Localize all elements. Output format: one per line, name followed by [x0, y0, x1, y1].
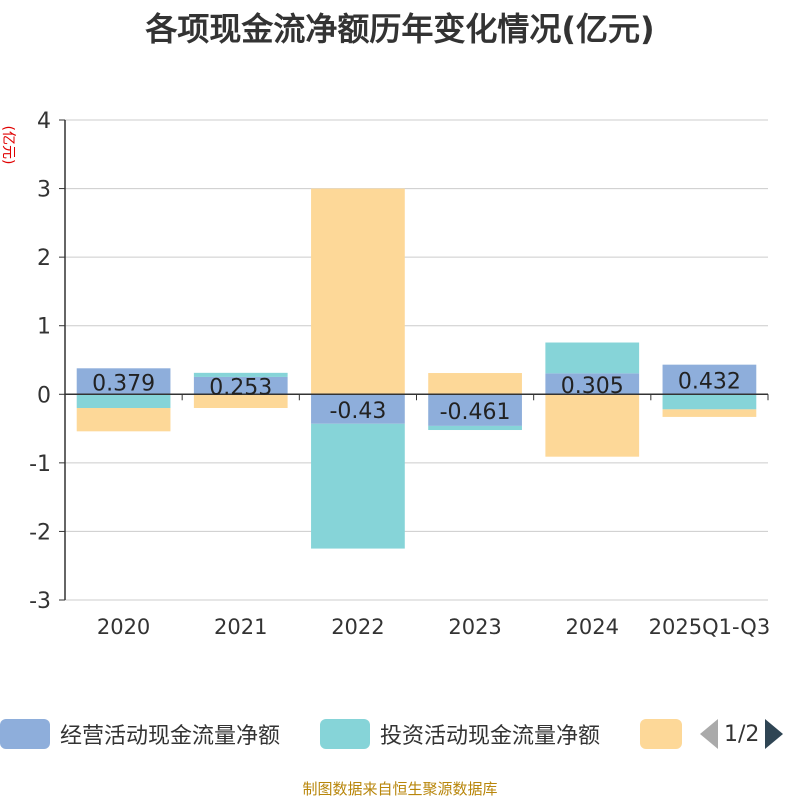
bar-series2-2020 [76, 408, 171, 432]
x-tick-label-2020: 2020 [97, 615, 150, 639]
bar-series2-2024 [545, 394, 640, 457]
legend-item-investing[interactable]: 投资活动现金流量净额 [320, 718, 600, 750]
chevron-left-icon[interactable] [700, 719, 718, 749]
data-label-2023: -0.461 [440, 400, 511, 425]
x-tick-label-2022: 2022 [331, 615, 384, 639]
x-tick-label-2025Q1-Q3: 2025Q1-Q3 [649, 615, 771, 639]
chart-plot: -3 -2 -1 0 1 2 3 4 (亿元) 2020 2021 2022 2023 2024 2025Q… [0, 109, 771, 639]
bar-series0-2021 [193, 376, 288, 395]
chevron-right-icon[interactable] [765, 719, 784, 749]
bar-series1-2022 [311, 423, 405, 549]
legend-swatch-investing [320, 719, 370, 749]
y-tick-label: 4 [37, 109, 51, 134]
bar-series1-2025Q1-Q3 [662, 394, 757, 410]
bar-series2-2025Q1-Q3 [662, 409, 757, 417]
x-tick-label-2023: 2023 [448, 615, 501, 639]
y-tick-label: -3 [29, 589, 51, 614]
legend-page-indicator: 1/2 [724, 721, 760, 747]
legend-item-operating[interactable]: 经营活动现金流量净额 [0, 718, 280, 750]
chart-title: 各项现金流净额历年变化情况(亿元) [145, 10, 655, 48]
bar-series2-2022 [311, 188, 405, 395]
legend-swatch-financing [640, 719, 682, 749]
bar-series1-2023 [428, 425, 522, 431]
legend-item-financing[interactable] [640, 718, 682, 750]
bar-series0-2024 [545, 373, 640, 395]
x-tick-label-2021: 2021 [214, 615, 267, 639]
bar-series1-2020 [76, 394, 171, 408]
y-tick-label: -2 [29, 520, 51, 545]
bar-series2-2023 [428, 373, 522, 395]
y-axis-label: (亿元) [0, 126, 16, 165]
legend-swatch-operating [0, 719, 50, 749]
data-label-2022: -0.43 [329, 399, 386, 424]
bar-series0-2022 [311, 394, 405, 424]
data-label-2021: 0.253 [209, 376, 272, 401]
bar-series0-2023 [428, 394, 522, 426]
data-label-2020: 0.379 [92, 371, 155, 396]
legend-label-operating: 经营活动现金流量净额 [60, 724, 281, 749]
x-tick-label-2024: 2024 [566, 615, 619, 639]
data-label-2024: 0.305 [561, 374, 624, 399]
source-note: 制图数据来自恒生聚源数据库 [302, 780, 498, 798]
legend-pager: 1/2 [700, 718, 784, 750]
bar-series0-2025Q1-Q3 [662, 364, 757, 395]
bar-series1-2021 [193, 372, 288, 377]
legend-label-investing: 投资活动现金流量净额 [380, 724, 601, 749]
bar-series2-2021 [193, 394, 288, 408]
bar-series0-2020 [76, 368, 171, 395]
data-label-2025Q1-Q3: 0.432 [678, 369, 741, 394]
bar-series1-2024 [545, 342, 640, 374]
y-tick-label: 1 [37, 315, 51, 340]
y-tick-label: 3 [37, 178, 51, 203]
y-tick-label: -1 [29, 452, 51, 477]
y-tick-label: 0 [37, 383, 51, 408]
y-tick-label: 2 [37, 246, 51, 271]
